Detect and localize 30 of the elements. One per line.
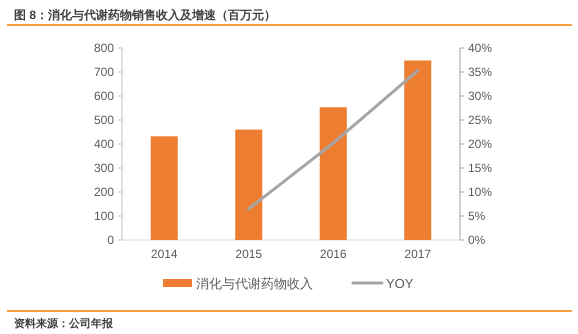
y2-tick-label: 25% <box>468 113 492 127</box>
y-tick-label: 0 <box>107 233 114 247</box>
x-tick-label: 2015 <box>235 247 262 261</box>
legend-label: YOY <box>386 276 414 291</box>
chart-title: 图 8：消化与代谢药物销售收入及增速（百万元） <box>14 8 276 22</box>
y-tick-label: 700 <box>94 65 114 79</box>
y-tick-label: 500 <box>94 113 114 127</box>
x-tick-label: 2014 <box>150 247 178 261</box>
y-tick-label: 200 <box>94 185 114 199</box>
y-tick-label: 400 <box>94 137 114 151</box>
bar <box>235 130 262 240</box>
y-tick-label: 300 <box>94 161 114 175</box>
y2-tick-label: 40% <box>468 41 492 55</box>
y2-tick-label: 15% <box>468 161 492 175</box>
text: 资料来源：公司年报 <box>14 317 114 330</box>
y-tick-label: 800 <box>94 41 114 55</box>
x-tick-label: 2017 <box>404 247 432 261</box>
y2-tick-label: 5% <box>468 209 486 223</box>
y-tick-label: 600 <box>94 89 114 103</box>
bar <box>150 136 178 240</box>
x-tick-label: 2016 <box>320 247 347 261</box>
y-tick-label: 100 <box>94 209 114 223</box>
y2-tick-label: 20% <box>468 137 492 151</box>
legend-label: 消化与代谢药物收入 <box>196 276 313 291</box>
y2-tick-label: 10% <box>468 185 492 199</box>
y2-tick-label: 35% <box>468 65 492 79</box>
bar <box>320 107 347 240</box>
y2-tick-label: 30% <box>468 89 492 103</box>
y2-tick-label: 0% <box>468 233 486 247</box>
bar <box>404 60 432 240</box>
